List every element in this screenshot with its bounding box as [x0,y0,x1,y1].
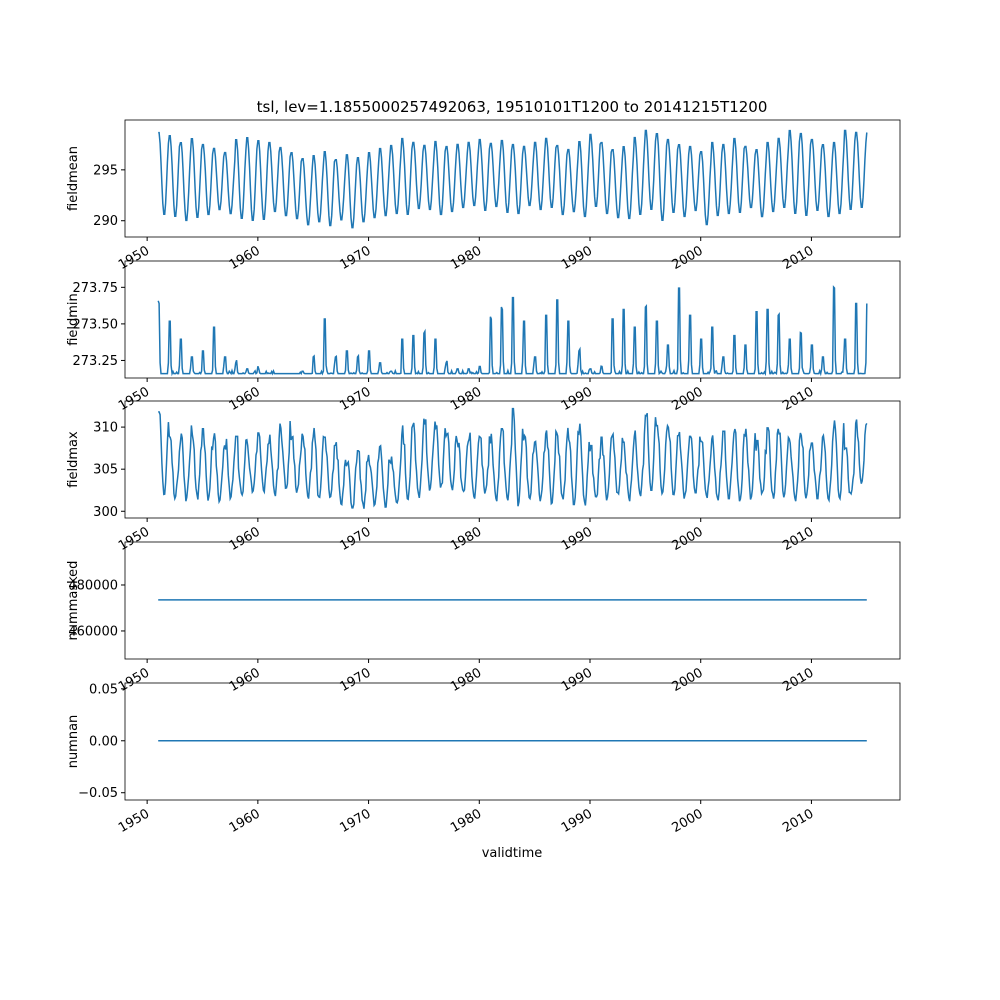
y-tick-label: 295 [93,163,118,178]
x-tick-label: 1950 [116,243,152,273]
x-tick-label: 1980 [448,384,484,414]
axes-frame [124,119,901,238]
series-line-fieldmax [158,407,868,509]
x-tick-label: 1980 [448,243,484,273]
x-tick-label: 1950 [116,806,152,836]
subplot-fieldmax: 300 305 310 fieldmax 1950 1960 1970 1980 1990 200… [66,400,901,554]
y-tick-label: 310 [93,421,118,436]
x-tick-label: 2010 [780,806,816,836]
x-tick-label: 1960 [227,384,263,414]
y-tick-label: 273.25 [73,354,119,369]
series-line-fieldmin [157,285,868,377]
y-axis-label: fieldmin [66,293,81,346]
x-tick-label: 1990 [559,665,595,695]
x-tick-label: 1970 [337,384,373,414]
y-axis-label: nummasked [66,561,81,641]
x-tick-label: 1960 [227,806,263,836]
x-tick-label: 2000 [670,243,706,273]
x-tick-label: 1970 [337,665,373,695]
x-tick-label: 1990 [559,384,595,414]
x-tick-label: 1970 [337,243,373,273]
x-tick-label: 1970 [337,806,373,836]
x-tick-label: 2000 [670,384,706,414]
x-tick-label: 1950 [116,524,152,554]
y-tick-label: 273.50 [73,317,119,332]
x-tick-label: 2000 [670,665,706,695]
x-tick-label: 2010 [780,524,816,554]
subplot-numnan: −0.05 0.00 0.05 numnan 1950 1960 1970 1980 1990 2… [66,682,901,836]
x-tick-label: 1990 [559,806,595,836]
x-tick-label: 1960 [227,665,263,695]
x-tick-label: 2010 [780,665,816,695]
y-tick-label: 290 [93,214,118,229]
x-tick-label: 1990 [559,243,595,273]
x-tick-label: 1980 [448,665,484,695]
y-tick-label: 300 [93,505,118,520]
x-tick-label: 1990 [559,524,595,554]
y-tick-label: 0.05 [89,682,118,697]
y-axis-label: numnan [66,715,81,769]
x-tick-label: 1960 [227,524,263,554]
y-tick-label: −0.05 [78,786,118,801]
x-tick-label: 2000 [670,806,706,836]
x-tick-label: 2000 [670,524,706,554]
chart-title: tsl, lev=1.1855000257492063, 19510101T12… [257,98,768,116]
subplot-fieldmean: 290 295 fieldmean 1950 1960 1970 1980 1990 2000 2… [66,119,901,273]
x-tick-label: 2010 [780,243,816,273]
y-tick-label: 305 [93,463,118,478]
y-tick-label: 480000 [68,578,118,593]
x-tick-label: 1970 [337,524,373,554]
axes-frame [124,541,901,660]
x-axis-label: validtime [482,846,543,861]
x-tick-label: 1980 [448,806,484,836]
x-tick-label: 2010 [780,384,816,414]
x-tick-label: 1980 [448,524,484,554]
series-line-fieldmean [158,129,868,229]
x-tick-label: 1960 [227,243,263,273]
axes-frame [124,400,901,519]
x-tick-label: 1950 [116,384,152,414]
y-axis-label: fieldmax [66,431,81,488]
y-tick-label: 460000 [68,624,118,639]
axes-frame [124,682,901,801]
y-tick-label: 273.75 [73,281,119,296]
y-axis-label: fieldmean [66,146,81,211]
axes-frame [124,260,901,379]
y-tick-label: 0.00 [89,734,118,749]
x-tick-label: 1950 [116,665,152,695]
